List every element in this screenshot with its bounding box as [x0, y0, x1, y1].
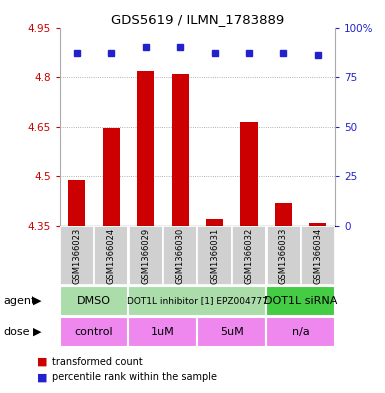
Bar	[129, 226, 163, 285]
Bar	[197, 226, 232, 285]
Text: ▶: ▶	[33, 327, 41, 337]
Text: transformed count: transformed count	[52, 356, 143, 367]
Bar	[206, 219, 223, 226]
Text: GSM1366032: GSM1366032	[244, 227, 253, 284]
Text: ■: ■	[37, 372, 47, 382]
Text: ▶: ▶	[33, 296, 41, 306]
Bar	[68, 180, 85, 226]
Bar	[137, 70, 154, 226]
Bar	[60, 286, 129, 316]
Text: agent: agent	[4, 296, 36, 306]
Bar	[103, 129, 120, 226]
Bar	[197, 317, 266, 347]
Text: control: control	[75, 327, 114, 337]
Bar	[309, 223, 326, 226]
Bar	[266, 226, 301, 285]
Bar	[60, 226, 94, 285]
Text: ■: ■	[37, 356, 47, 367]
Bar	[60, 317, 129, 347]
Text: percentile rank within the sample: percentile rank within the sample	[52, 372, 217, 382]
Bar	[171, 74, 189, 226]
Text: GSM1366031: GSM1366031	[210, 227, 219, 284]
Text: DOT1L inhibitor [1] EPZ004777: DOT1L inhibitor [1] EPZ004777	[127, 296, 268, 305]
Text: GSM1366024: GSM1366024	[107, 228, 116, 283]
Bar	[94, 226, 129, 285]
Bar	[266, 286, 335, 316]
Text: GSM1366023: GSM1366023	[72, 227, 81, 284]
Text: GSM1366033: GSM1366033	[279, 227, 288, 284]
Bar	[163, 226, 197, 285]
Text: DMSO: DMSO	[77, 296, 111, 306]
Bar	[129, 286, 266, 316]
Bar	[266, 317, 335, 347]
Title: GDS5619 / ILMN_1783889: GDS5619 / ILMN_1783889	[111, 13, 284, 26]
Text: GSM1366030: GSM1366030	[176, 227, 185, 284]
Text: GSM1366034: GSM1366034	[313, 227, 322, 284]
Text: 1uM: 1uM	[151, 327, 175, 337]
Text: DOT1L siRNA: DOT1L siRNA	[264, 296, 337, 306]
Bar	[129, 317, 197, 347]
Text: GSM1366029: GSM1366029	[141, 228, 150, 283]
Text: dose: dose	[4, 327, 30, 337]
Bar	[275, 203, 292, 226]
Bar	[232, 226, 266, 285]
Text: 5uM: 5uM	[220, 327, 244, 337]
Bar	[240, 122, 258, 226]
Bar	[301, 226, 335, 285]
Text: n/a: n/a	[292, 327, 310, 337]
